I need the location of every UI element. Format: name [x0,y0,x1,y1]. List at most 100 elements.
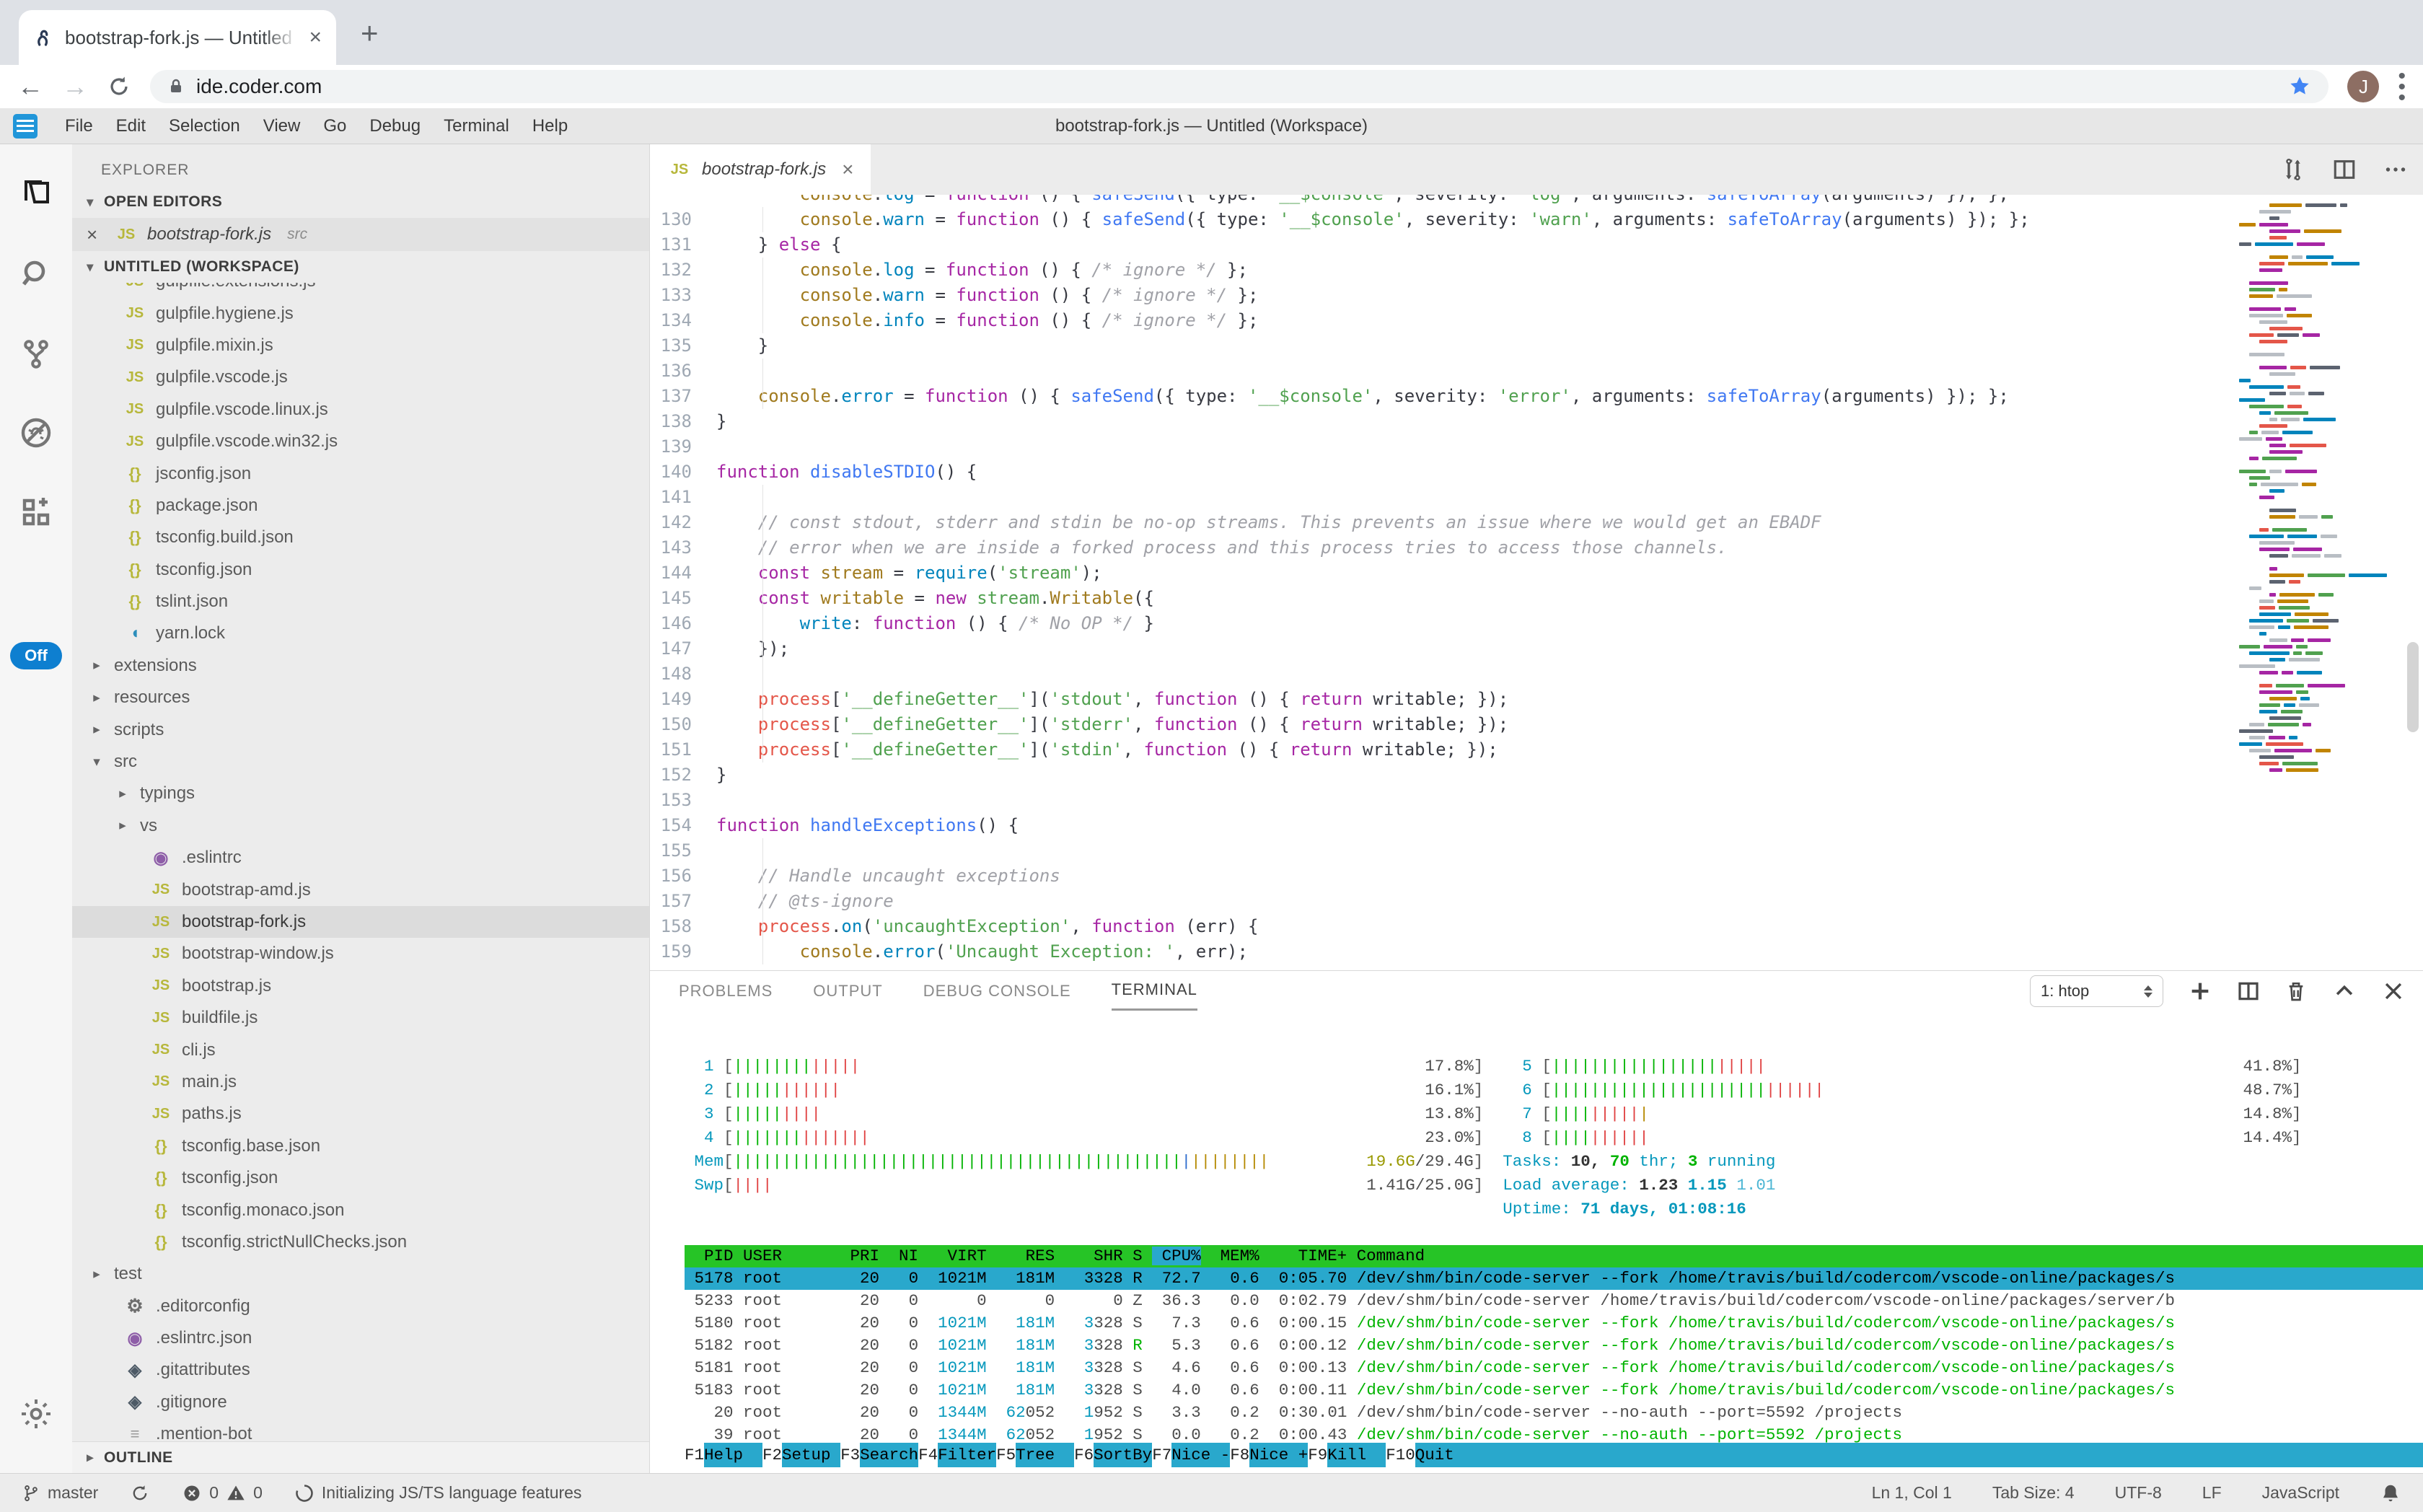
browser-menu-icon[interactable]: • • • [2398,63,2406,110]
new-tab-button[interactable]: + [361,16,379,50]
htop-process-row[interactable]: 5180 root 20 0 1021M 181M 3328 S 7.3 0.6… [685,1314,2176,1332]
menu-terminal[interactable]: Terminal [444,115,509,136]
extensions-icon[interactable] [0,476,72,548]
tree-item-extensions[interactable]: ▸ extensions [72,650,649,682]
new-terminal-icon[interactable] [2188,979,2212,1003]
menu-view[interactable]: View [263,115,301,136]
terminal-output[interactable]: 1 [||||||||||||| 17.8%] 5 [|||||||||||||… [650,1011,2423,1474]
tree-item-jsconfig.json[interactable]: {} jsconfig.json [72,457,649,489]
avatar[interactable]: J [2347,71,2380,102]
tree-item-gulpfile.vscode.win32.js[interactable]: JS gulpfile.vscode.win32.js [72,426,649,457]
language-mode[interactable]: JavaScript [2261,1483,2339,1502]
split-editor-icon[interactable] [2332,157,2357,182]
tree-item-.gitattributes[interactable]: ◈ .gitattributes [72,1354,649,1386]
tree-item-gulpfile.mixin.js[interactable]: JS gulpfile.mixin.js [72,330,649,361]
tree-item-gulpfile.hygiene.js[interactable]: JS gulpfile.hygiene.js [72,297,649,329]
search-icon[interactable] [0,238,72,310]
debug-disabled-icon[interactable] [0,397,72,469]
menu-selection[interactable]: Selection [169,115,240,136]
close-icon[interactable]: × [842,158,854,180]
tree-item-gulpfile.vscode.js[interactable]: JS gulpfile.vscode.js [72,361,649,393]
minimap[interactable] [2239,202,2394,779]
tree-item-tsconfig.monaco.json[interactable]: {} tsconfig.monaco.json [72,1194,649,1226]
tree-item-gulpfile.vscode.linux.js[interactable]: JS gulpfile.vscode.linux.js [72,394,649,426]
tree-item-typings[interactable]: ▸ typings [72,778,649,809]
sync-button[interactable] [130,1483,150,1503]
workspace-section[interactable]: ▾ UNTITLED (WORKSPACE) [72,251,649,283]
tree-item-bootstrap-amd.js[interactable]: JS bootstrap-amd.js [72,874,649,905]
menu-debug[interactable]: Debug [369,115,421,136]
tree-item-yarn.lock[interactable]: ◖ yarn.lock [72,617,649,649]
reload-icon[interactable] [107,74,131,99]
tree-item-tsconfig.base.json[interactable]: {} tsconfig.base.json [72,1130,649,1162]
tree-item-scripts[interactable]: ▸ scripts [72,713,649,745]
url-bar[interactable]: ide.coder.com [150,70,2329,103]
problems-indicator[interactable]: 0 0 [182,1483,263,1503]
tree-item-bootstrap.js[interactable]: JS bootstrap.js [72,970,649,1002]
editor-scrollbar[interactable] [2407,642,2419,732]
tree-item-main.js[interactable]: JS main.js [72,1066,649,1098]
tree-item-.mention-bot[interactable]: ≡ .mention-bot [72,1418,649,1444]
close-panel-icon[interactable] [2381,979,2406,1003]
eol[interactable]: LF [2202,1483,2222,1502]
browser-tab[interactable]: bootstrap-fork.js — Untitled (W × [19,10,336,65]
tree-item-.eslintrc.json[interactable]: ◉ .eslintrc.json [72,1322,649,1354]
bookmark-star-icon[interactable] [2288,75,2311,98]
more-actions-icon[interactable] [2383,157,2409,183]
back-icon[interactable]: ← [17,71,43,101]
git-branch-indicator[interactable]: master [22,1483,98,1503]
forward-icon[interactable]: → [62,71,88,101]
kill-terminal-trash-icon[interactable] [2285,980,2308,1003]
open-changes-icon[interactable] [2280,157,2306,183]
open-editor-item[interactable]: × JS bootstrap-fork.js src [72,218,649,251]
menu-edit[interactable]: Edit [115,115,146,136]
menu-help[interactable]: Help [532,115,568,136]
htop-process-row[interactable]: 5233 root 20 0 0 0 0 Z 36.3 0.0 0:02.79 … [685,1291,2176,1310]
tree-item-tsconfig.build.json[interactable]: {} tsconfig.build.json [72,522,649,553]
maximize-panel-icon[interactable] [2332,979,2357,1003]
split-terminal-icon[interactable] [2237,980,2260,1003]
tree-item-src[interactable]: ▾ src [72,746,649,778]
cursor-position[interactable]: Ln 1, Col 1 [1871,1483,1952,1502]
tree-item-tsconfig.strictNullChecks.json[interactable]: {} tsconfig.strictNullChecks.json [72,1226,649,1258]
source-control-icon[interactable] [0,317,72,390]
tree-item-.gitignore[interactable]: ◈ .gitignore [72,1386,649,1418]
panel-tab-output[interactable]: OUTPUT [813,981,883,1000]
panel-tab-debug-console[interactable]: DEBUG CONSOLE [923,981,1071,1000]
tree-item-tsconfig.json[interactable]: {} tsconfig.json [72,554,649,586]
tree-item-buildfile.js[interactable]: JS buildfile.js [72,1002,649,1034]
htop-process-row[interactable]: 5181 root 20 0 1021M 181M 3328 S 4.6 0.6… [685,1358,2176,1377]
panel-tab-terminal[interactable]: TERMINAL [1111,971,1197,1011]
tab-size[interactable]: Tab Size: 4 [1992,1483,2075,1502]
tree-item-.editorconfig[interactable]: ⚙ .editorconfig [72,1291,649,1322]
notifications-bell-icon[interactable] [2380,1482,2401,1504]
explorer-icon[interactable] [0,159,72,231]
htop-process-row[interactable]: 5182 root 20 0 1021M 181M 3328 R 5.3 0.6… [685,1336,2176,1355]
htop-process-row[interactable]: 39 root 20 0 1344M 62052 1952 S 0.0 0.2 … [685,1425,1902,1444]
tree-item-resources[interactable]: ▸ resources [72,682,649,713]
editor-tab-bootstrap-fork[interactable]: JS bootstrap-fork.js × [650,144,871,195]
htop-process-row[interactable]: 5178 root 20 0 1021M 181M 3328 R 72.7 0.… [685,1267,2423,1290]
htop-process-row[interactable]: 5183 root 20 0 1021M 181M 3328 S 4.0 0.6… [685,1381,2176,1399]
htop-process-row[interactable]: 20 root 20 0 1344M 62052 1952 S 3.3 0.2 … [685,1403,1902,1422]
tree-item-tsconfig.json[interactable]: {} tsconfig.json [72,1162,649,1194]
encoding[interactable]: UTF-8 [2114,1483,2162,1502]
code-editor[interactable]: console.log = function () { safeSend({ t… [650,195,2423,970]
tree-item-bootstrap-fork.js[interactable]: JS bootstrap-fork.js [72,905,649,939]
tree-item-test[interactable]: ▸ test [72,1258,649,1290]
tree-item-cli.js[interactable]: JS cli.js [72,1034,649,1065]
panel-tab-problems[interactable]: PROBLEMS [679,981,773,1000]
tree-item-bootstrap-window.js[interactable]: JS bootstrap-window.js [72,938,649,970]
tree-item-tslint.json[interactable]: {} tslint.json [72,586,649,617]
tree-item-package.json[interactable]: {} package.json [72,490,649,522]
htop-function-key-bar[interactable]: F1 Help F2 Setup F3 Search F4 Filter F5 Tree F6… [650,1443,2423,1467]
tab-close-icon[interactable]: × [309,25,322,49]
tree-item-paths.js[interactable]: JS paths.js [72,1098,649,1130]
terminal-selector[interactable]: 1: htop [2030,975,2163,1007]
tree-item-vs[interactable]: ▸ vs [72,810,649,842]
off-badge[interactable]: Off [10,642,62,669]
menu-file[interactable]: File [65,115,93,136]
settings-gear-icon[interactable] [0,1378,72,1450]
open-editors-section[interactable]: ▾ OPEN EDITORS [72,186,649,218]
